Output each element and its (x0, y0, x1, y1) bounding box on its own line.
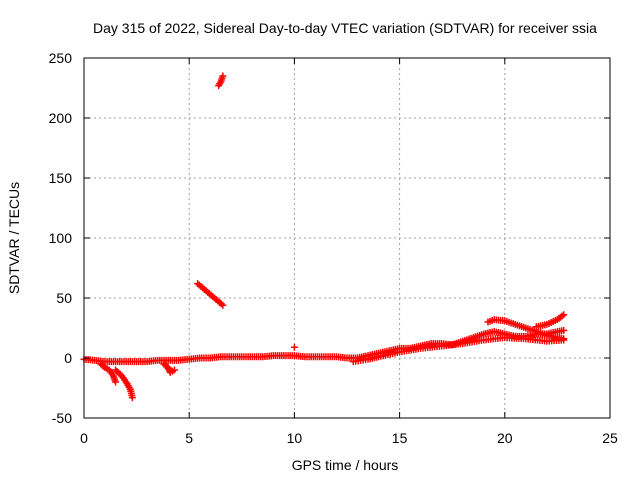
x-tick-label: 0 (80, 430, 88, 446)
x-tick-label: 20 (497, 430, 513, 446)
axis-ticks (83, 57, 611, 419)
y-tick-label: 200 (49, 110, 73, 126)
y-tick-label: 250 (49, 50, 73, 66)
data-point (128, 394, 136, 402)
y-tick-label: 100 (49, 230, 73, 246)
x-tick-label: 10 (287, 430, 303, 446)
data-point (560, 335, 568, 343)
data-point (560, 326, 568, 334)
data-point (100, 362, 108, 370)
x-tick-label: 25 (602, 430, 618, 446)
data-point (558, 312, 566, 320)
data-point (170, 366, 178, 374)
data-point (290, 343, 298, 351)
chart-title: Day 315 of 2022, Sidereal Day-to-day VTE… (93, 20, 597, 36)
y-tick-label: 50 (56, 290, 72, 306)
data-point (219, 301, 227, 309)
y-axis-label: SDTVAR / TECUs (6, 182, 22, 294)
data-point (560, 311, 568, 319)
axis-tick-labels: 0 5 10 15 20 25 -50 0 50 100 150 200 250 (49, 50, 618, 446)
x-tick-label: 15 (392, 430, 408, 446)
data-point (219, 72, 227, 80)
x-axis-label: GPS time / hours (292, 457, 399, 473)
y-tick-label: 150 (49, 170, 73, 186)
y-tick-label: 0 (64, 350, 72, 366)
y-tick-label: -50 (52, 410, 72, 426)
x-tick-label: 5 (185, 430, 193, 446)
data-point (112, 378, 120, 386)
data-points (80, 72, 568, 402)
